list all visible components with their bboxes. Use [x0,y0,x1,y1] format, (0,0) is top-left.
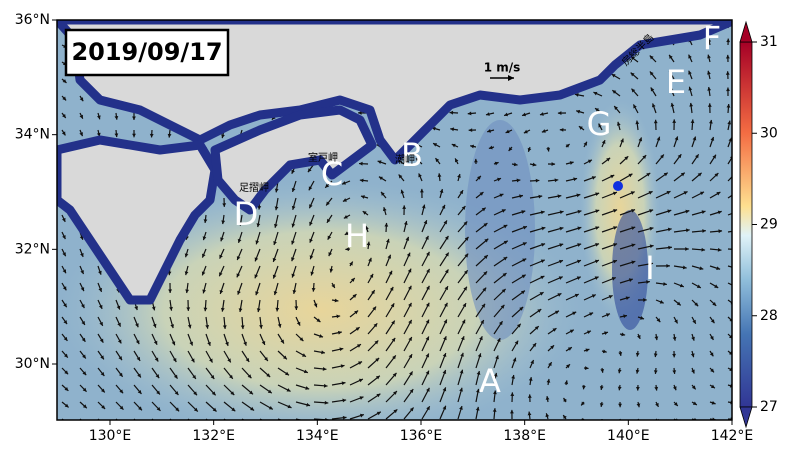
y-tick-label: 30°N [15,356,50,372]
y-tick-label: 36°N [15,12,50,28]
vector-head [251,423,255,426]
vector-head [288,421,292,425]
colorbar-tick-label: 31 [760,34,778,50]
x-tick-label: 138°E [503,428,546,444]
x-tick-label: 132°E [192,428,235,444]
x-tick-label: 134°E [296,428,339,444]
vector-head [269,422,273,425]
y-tick-label: 34°N [15,127,50,143]
vector-head [733,192,737,196]
place-name: 室戸岬 [308,151,338,164]
colorbar-tick-label: 30 [760,125,778,141]
colorbar [740,42,752,407]
vector-head [138,423,142,427]
region-letter: I [645,249,654,287]
region-letter: E [666,63,686,101]
region-letter: D [234,195,259,233]
x-tick-label: 130°E [89,428,132,444]
colorbar-extend-max [740,22,752,42]
region-letter: G [587,105,612,143]
vector-head [735,229,739,233]
region-letter: A [479,362,501,400]
place-name: 足摺岬 [239,181,269,194]
vector-head [120,422,124,426]
vector-head [65,420,69,424]
x-tick-label: 142°E [711,428,754,444]
x-tick-label: 140°E [607,428,650,444]
vector-head [734,211,738,215]
colorbar-extend-min [740,407,752,427]
map-area [57,20,738,440]
vector-shaft [728,249,738,250]
date-label: 2019/09/17 [71,38,222,66]
scale-label: 1 m/s [484,61,521,75]
vector-head [101,422,105,426]
vector-head [83,421,87,425]
x-tick-label: 136°E [400,428,443,444]
colorbar-tick-label: 29 [760,217,778,233]
region-letter: F [703,19,721,57]
vector-head [176,424,180,428]
cold-water [612,210,648,330]
cold-water [465,120,535,340]
place-name: 潮岬 [395,153,415,166]
colorbar-tick-label: 28 [760,308,778,324]
vector-head [157,423,161,427]
region-letter: H [345,217,369,255]
station-marker [613,181,623,191]
y-tick-label: 32°N [15,241,50,257]
vector-head [734,247,738,251]
colorbar-tick-label: 27 [760,399,778,415]
vector-head [733,266,737,270]
vector-head [232,424,236,428]
